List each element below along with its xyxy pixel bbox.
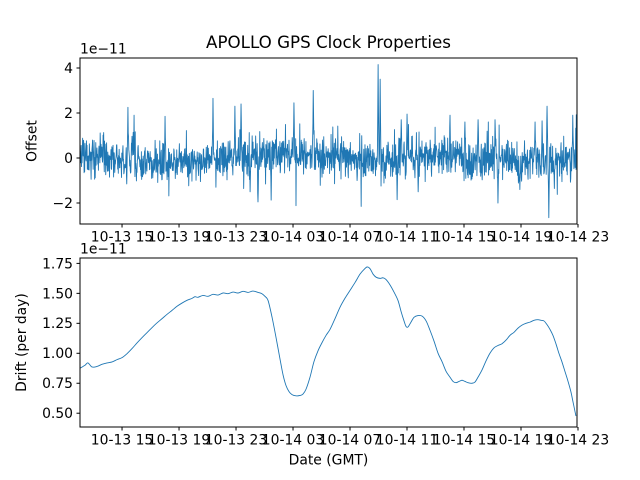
x-tick-label: 10-13 19 bbox=[148, 230, 210, 246]
x-tick-label: 10-14 07 bbox=[319, 230, 381, 246]
y-tick-label: 1.00 bbox=[42, 346, 73, 362]
y-tick-label: 1.75 bbox=[42, 256, 73, 272]
drift-ticks bbox=[76, 262, 579, 431]
x-tick-label: 10-14 11 bbox=[376, 230, 438, 246]
offset-series-line bbox=[80, 64, 577, 219]
x-tick-label: 10-14 11 bbox=[376, 433, 438, 449]
y-tick-label: 4 bbox=[64, 61, 73, 77]
drift-scale-label: 1e−11 bbox=[80, 242, 127, 258]
x-tick-label: 10-13 23 bbox=[205, 433, 267, 449]
x-tick-label: 10-13 15 bbox=[91, 433, 153, 449]
offset-scale-label: 1e−11 bbox=[80, 42, 127, 58]
y-tick-label: 0 bbox=[64, 151, 73, 167]
y-tick-label: 0.75 bbox=[42, 376, 73, 392]
drift-y-axis-label: Drift (per day) bbox=[14, 293, 30, 392]
x-tick-label: 10-13 19 bbox=[148, 433, 210, 449]
drift-series-line bbox=[80, 266, 577, 417]
x-tick-label: 10-14 19 bbox=[490, 433, 552, 449]
offset-y-axis-label: Offset bbox=[25, 120, 41, 162]
y-tick-label: 1.25 bbox=[42, 316, 73, 332]
x-tick-label: 10-13 23 bbox=[205, 230, 267, 246]
y-tick-label: 2 bbox=[64, 106, 73, 122]
y-tick-label: 0.50 bbox=[42, 406, 73, 422]
x-tick-label: 10-14 03 bbox=[262, 230, 324, 246]
x-tick-label: 10-14 07 bbox=[319, 433, 381, 449]
x-tick-label: 10-14 19 bbox=[490, 230, 552, 246]
x-axis-label: Date (GMT) bbox=[289, 453, 369, 469]
offset-axes-box bbox=[79, 57, 578, 225]
x-tick-label: 10-14 03 bbox=[262, 433, 324, 449]
figure-title: APOLLO GPS Clock Properties bbox=[206, 32, 451, 52]
y-tick-label: 1.50 bbox=[42, 286, 73, 302]
drift-axes-box bbox=[79, 257, 578, 428]
x-tick-label: 10-14 23 bbox=[547, 230, 609, 246]
x-tick-label: 10-14 15 bbox=[433, 230, 495, 246]
offset-ticks bbox=[76, 67, 579, 228]
x-tick-label: 10-13 15 bbox=[91, 230, 153, 246]
x-tick-label: 10-14 15 bbox=[433, 433, 495, 449]
x-tick-label: 10-14 23 bbox=[547, 433, 609, 449]
y-tick-label: −2 bbox=[53, 196, 73, 212]
